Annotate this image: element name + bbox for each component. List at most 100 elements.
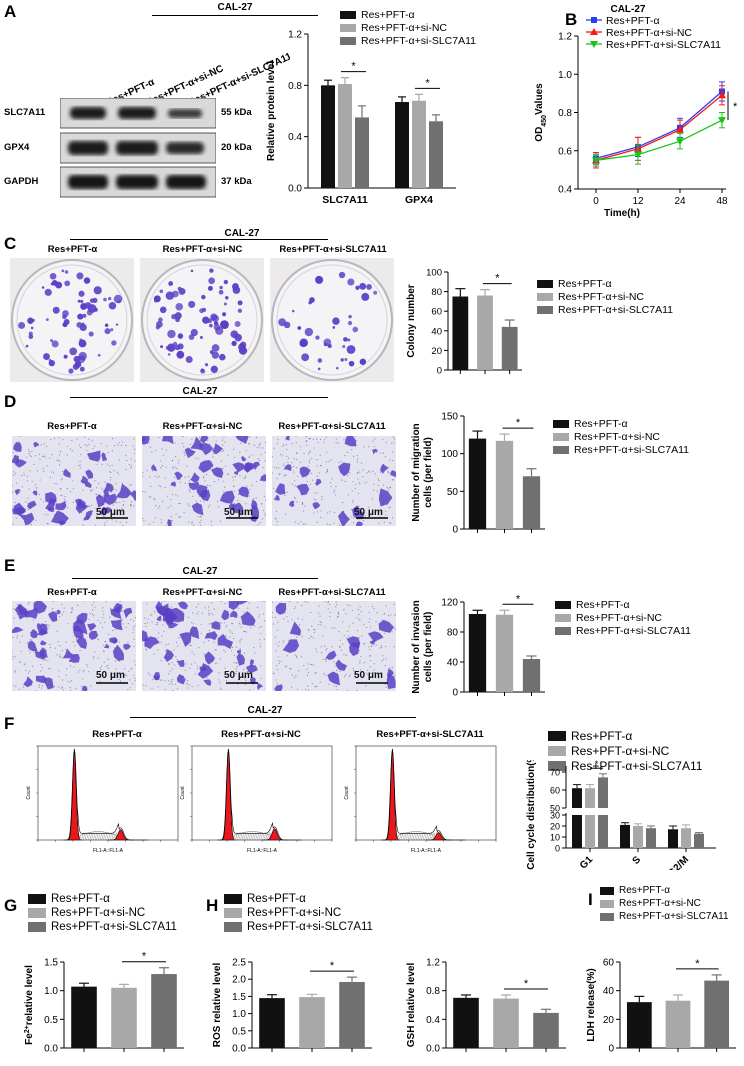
pore: [102, 626, 104, 629]
pore: [313, 498, 315, 500]
colony: [231, 340, 237, 347]
bar-3: [522, 659, 541, 692]
hatch: [421, 832, 424, 841]
pore: [82, 524, 84, 526]
bar-2: [495, 614, 514, 692]
pore: [122, 504, 125, 506]
colony: [348, 360, 355, 367]
pore: [71, 439, 73, 442]
pore: [19, 489, 21, 492]
pore: [276, 682, 278, 684]
pore: [104, 522, 106, 524]
colony: [174, 312, 182, 320]
pore: [107, 667, 109, 669]
pore: [185, 663, 187, 665]
pore: [343, 609, 345, 611]
pore: [374, 473, 377, 475]
stained-cell: [289, 500, 295, 507]
pore: [47, 660, 49, 662]
pore: [237, 493, 239, 495]
pore: [356, 461, 359, 463]
pore: [236, 665, 238, 668]
stained-cell: [232, 462, 247, 473]
pore: [97, 619, 99, 621]
pore: [151, 687, 153, 689]
pore: [316, 511, 319, 513]
y-tick-label: 40: [431, 326, 442, 337]
scale-bar-d1: 50 μm: [96, 507, 125, 518]
hatch: [92, 832, 96, 841]
colony: [172, 341, 178, 347]
pore: [244, 475, 246, 477]
pore: [149, 476, 151, 478]
colony: [83, 277, 91, 284]
pore: [352, 455, 355, 457]
panel-e-group-1: Res+PFT-α: [47, 587, 97, 598]
axis-break: [567, 808, 717, 813]
pore: [142, 471, 144, 473]
pore: [286, 616, 288, 618]
colony: [209, 350, 214, 355]
pore: [204, 480, 206, 482]
bar: [668, 829, 678, 848]
hatch: [250, 832, 253, 841]
pore: [250, 627, 252, 629]
pore: [23, 663, 25, 665]
pore: [46, 445, 48, 448]
pore: [287, 461, 289, 464]
pore: [89, 506, 91, 508]
pore: [276, 629, 278, 631]
pore: [57, 641, 60, 643]
pore: [362, 469, 364, 471]
pore: [393, 603, 395, 605]
pore: [227, 473, 230, 476]
pore: [92, 489, 94, 491]
pore: [306, 668, 308, 670]
pore: [311, 457, 313, 459]
pore: [304, 601, 306, 603]
stained-cell: [244, 462, 255, 473]
stained-cell: [250, 505, 259, 520]
colony: [373, 290, 378, 295]
pore: [313, 664, 315, 667]
colony: [202, 316, 210, 324]
pore: [146, 603, 148, 605]
pore: [101, 610, 104, 612]
pore: [291, 442, 293, 445]
hatch: [236, 832, 240, 841]
pore: [208, 614, 210, 616]
pore: [121, 507, 123, 510]
stained-cell: [32, 490, 38, 496]
pore: [81, 511, 83, 514]
pore: [160, 601, 163, 603]
colony: [44, 288, 52, 296]
pore: [259, 447, 261, 449]
pore: [284, 611, 286, 613]
plate-dish: [271, 259, 393, 381]
stained-cell: [167, 519, 172, 526]
pore: [368, 470, 370, 472]
pore: [234, 476, 236, 478]
flow-y-label: Count: [26, 786, 32, 800]
stained-cell: [169, 607, 185, 623]
pore: [337, 442, 339, 444]
pore: [305, 440, 308, 442]
pore: [329, 603, 331, 606]
pore: [307, 601, 309, 604]
pore: [236, 662, 238, 664]
stained-cell: [75, 499, 89, 514]
colony: [64, 270, 69, 274]
y-tick-label: 0.0: [426, 1044, 440, 1055]
pore: [192, 524, 195, 526]
pore: [77, 604, 79, 606]
pore: [19, 436, 22, 437]
pore: [131, 668, 133, 670]
flow-frame: [191, 745, 333, 841]
bar-2: [495, 440, 514, 529]
pore: [274, 616, 276, 619]
hatch: [238, 832, 242, 841]
histogram-outline: [217, 748, 302, 841]
legend-h-3: Res+PFT-α+si-SLC7A11: [224, 920, 373, 934]
pore: [243, 477, 245, 479]
pore: [12, 452, 14, 454]
